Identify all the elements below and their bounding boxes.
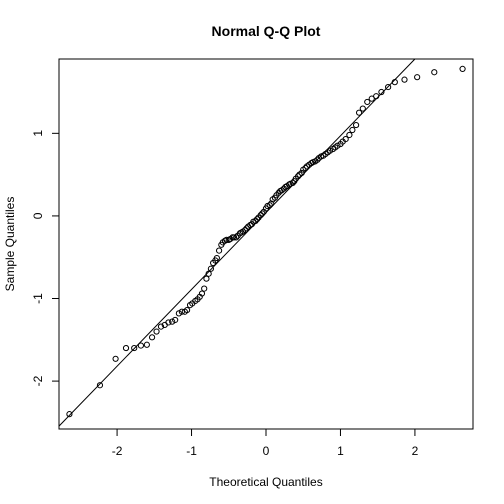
- data-point: [243, 225, 250, 232]
- x-tick-label: -1: [186, 444, 197, 458]
- data-point: [401, 76, 408, 83]
- data-point: [385, 83, 392, 91]
- data-point: [314, 156, 321, 163]
- data-point: [459, 65, 466, 73]
- data-point: [373, 93, 380, 100]
- data-point: [172, 316, 179, 324]
- data-point: [368, 95, 375, 102]
- axes: -2 -1 0 1 2 -2 -1 0 1: [31, 130, 419, 458]
- y-axis-label: Sample Quantiles: [3, 197, 17, 292]
- data-point: [352, 121, 360, 129]
- data-point: [183, 306, 191, 314]
- x-tick-label: 1: [337, 444, 344, 458]
- x-tick-label: -2: [112, 444, 123, 458]
- data-point: [346, 131, 353, 139]
- data-point: [66, 411, 73, 418]
- chart-title: Normal Q-Q Plot: [212, 23, 321, 39]
- y-tick-label: -1: [31, 293, 45, 304]
- data-points: [66, 65, 466, 418]
- x-axis-label: Theoretical Quantiles: [209, 475, 322, 489]
- data-point: [266, 202, 273, 209]
- data-point: [96, 382, 104, 389]
- data-point: [233, 234, 240, 241]
- y-tick-label: 0: [31, 212, 45, 219]
- data-point: [364, 98, 371, 106]
- y-tick-label: -2: [31, 375, 45, 386]
- data-point: [431, 69, 438, 76]
- data-point: [148, 334, 156, 341]
- data-point: [334, 142, 341, 149]
- data-point: [268, 200, 275, 207]
- x-tick-label: 0: [263, 444, 270, 458]
- data-point: [207, 265, 214, 272]
- data-point: [213, 254, 220, 262]
- data-point: [355, 109, 363, 116]
- data-point: [359, 105, 366, 112]
- data-point: [326, 147, 334, 154]
- data-point: [131, 344, 138, 352]
- data-point: [342, 136, 349, 143]
- data-point: [165, 319, 172, 326]
- data-point: [169, 318, 176, 325]
- data-point: [175, 310, 182, 317]
- data-point: [302, 164, 309, 172]
- data-point: [157, 323, 165, 330]
- y-tick-label: 1: [31, 130, 45, 137]
- data-point: [112, 355, 119, 362]
- data-point: [349, 126, 356, 134]
- data-point: [215, 247, 223, 254]
- plot-frame: [58, 58, 474, 430]
- data-point: [153, 328, 160, 335]
- data-point: [414, 74, 421, 81]
- data-point: [198, 290, 206, 297]
- reference-line: [58, 58, 416, 427]
- data-point: [203, 275, 210, 282]
- data-point: [378, 88, 385, 96]
- data-point: [122, 344, 130, 352]
- data-point: [137, 342, 145, 349]
- x-tick-label: 2: [412, 444, 419, 458]
- data-point: [143, 341, 150, 348]
- data-point: [230, 234, 238, 241]
- data-point: [201, 285, 208, 292]
- data-point: [223, 236, 230, 243]
